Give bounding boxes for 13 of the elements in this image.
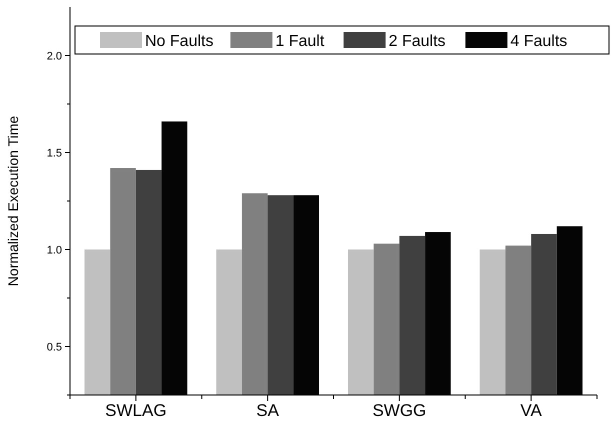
x-tick-label: SA	[256, 401, 280, 420]
legend-label: No Faults	[145, 33, 214, 50]
x-tick-label: VA	[520, 401, 542, 420]
x-tick-label: SWLAG	[105, 401, 167, 420]
y-axis-title: Normalized Execution Time	[5, 116, 21, 286]
y-tick-label: 2.0	[46, 50, 62, 62]
legend-label: 1 Fault	[275, 33, 325, 50]
legend-label: 2 Faults	[388, 33, 446, 50]
legend-label: 4 Faults	[510, 33, 568, 50]
x-tick-label: SWGG	[372, 401, 426, 420]
y-tick-label: 0.5	[46, 341, 62, 354]
y-tick-label: 1.5	[46, 147, 62, 160]
y-tick-label: 1.0	[46, 244, 62, 256]
